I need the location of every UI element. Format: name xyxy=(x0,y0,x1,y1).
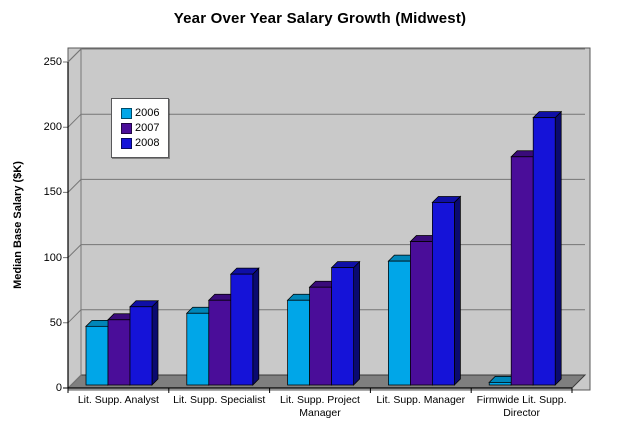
legend-item-2008: 2008 xyxy=(121,137,168,149)
bar-2007-Lit. Supp. Project Manager xyxy=(309,286,332,386)
bar-2008-Firmwide Lit. Supp. Director xyxy=(532,117,556,386)
y-tick-label: 100 xyxy=(43,251,62,264)
legend-swatch-icon xyxy=(121,122,132,134)
gridline xyxy=(63,113,585,128)
bar-2007-Firmwide Lit. Supp. Director xyxy=(510,156,534,386)
category-label: Firmwide Lit. Supp. Director xyxy=(476,394,567,419)
bar-side-2008 xyxy=(554,110,562,386)
legend-swatch-icon xyxy=(121,107,132,119)
bar-side-2008 xyxy=(252,267,260,386)
y-axis-title: Median Base Salary ($K) xyxy=(12,161,24,289)
category-label: Lit. Supp. Analyst xyxy=(77,394,159,406)
bar-2006-Lit. Supp. Manager xyxy=(388,260,411,386)
legend-item-2006: 2006 xyxy=(121,107,168,119)
y-tick-label: 0 xyxy=(55,382,62,394)
chart-title: Year Over Year Salary Growth (Midwest) xyxy=(173,10,467,27)
y-tick-label: 150 xyxy=(43,186,62,199)
category-label: Lit. Supp. Manager xyxy=(376,394,466,406)
y-tick-label: 50 xyxy=(49,316,62,329)
legend-swatch-icon xyxy=(121,137,132,149)
bar-2006-Lit. Supp. Specialist xyxy=(186,312,210,386)
category-label: Lit. Supp. Specialist xyxy=(173,394,266,406)
bar-2007-Lit. Supp. Manager xyxy=(410,241,433,386)
legend-label: 2007 xyxy=(135,122,160,134)
gridline xyxy=(63,244,585,259)
gridline xyxy=(63,48,585,63)
bar-side-2008 xyxy=(454,195,461,386)
bar-2007-Lit. Supp. Specialist xyxy=(208,299,232,386)
legend-label: 2006 xyxy=(135,107,160,119)
legend-item-2007: 2007 xyxy=(121,122,168,134)
bar-2006-Lit. Supp. Project Manager xyxy=(287,299,310,386)
legend-label: 2008 xyxy=(135,137,160,149)
legend: 2006 2007 2008 xyxy=(111,98,169,158)
bar-2008-Lit. Supp. Manager xyxy=(432,202,455,386)
bar-side-2008 xyxy=(353,260,360,386)
category-label: Lit. Supp. Project Manager xyxy=(280,394,360,419)
bar-2006-Lit. Supp. Analyst xyxy=(85,325,109,386)
bar-2008-Lit. Supp. Specialist xyxy=(230,273,254,386)
bar-side-2008 xyxy=(151,299,159,386)
bar-2006-Firmwide Lit. Supp. Director xyxy=(488,382,512,386)
y-tick-label: 250 xyxy=(43,56,62,68)
bar-2008-Lit. Supp. Project Manager xyxy=(331,267,354,386)
plot-left-wall xyxy=(67,47,82,390)
y-tick-label: 200 xyxy=(43,121,62,134)
gridline xyxy=(63,178,585,193)
bar-2008-Lit. Supp. Analyst xyxy=(129,306,153,386)
bar-2007-Lit. Supp. Analyst xyxy=(107,319,131,386)
